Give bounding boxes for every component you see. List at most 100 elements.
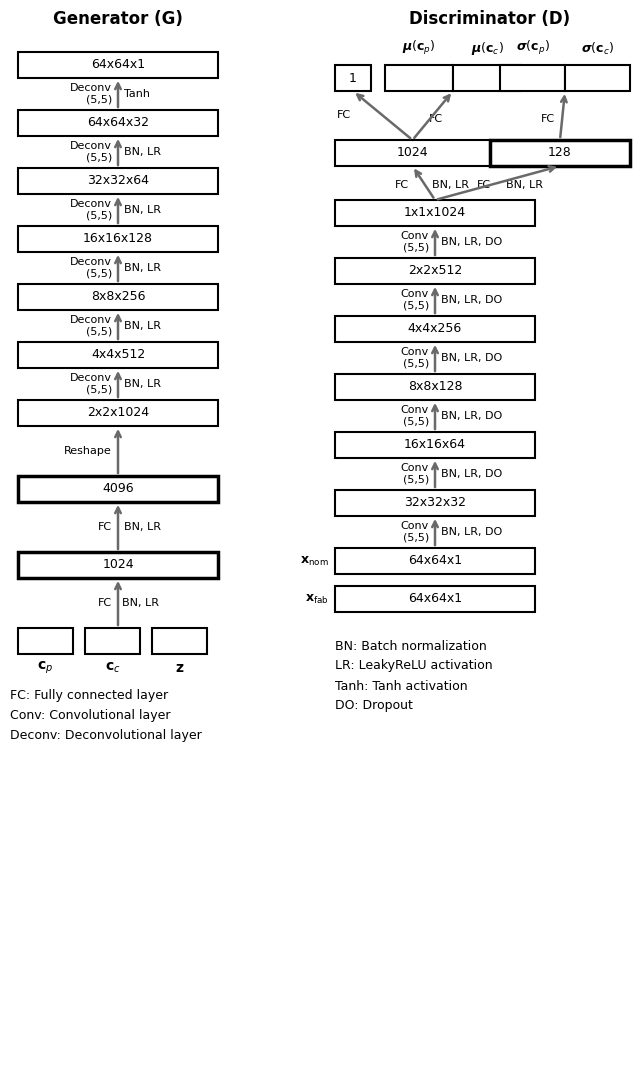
Text: FC: FC [541, 114, 555, 125]
Text: FC: FC [337, 111, 351, 120]
Text: Reshape: Reshape [64, 446, 112, 456]
Bar [18, 226, 218, 252]
Text: 1x1x1024: 1x1x1024 [404, 207, 466, 220]
Text: FC: FC [98, 522, 112, 532]
Text: BN, LR, DO: BN, LR, DO [441, 353, 502, 364]
Bar [152, 628, 207, 655]
Text: 64x64x1: 64x64x1 [408, 593, 462, 605]
Bar [18, 284, 218, 310]
Text: Deconv
(5,5): Deconv (5,5) [70, 373, 112, 394]
Text: 2x2x512: 2x2x512 [408, 264, 462, 277]
Bar [18, 110, 218, 136]
Text: 8x8x128: 8x8x128 [408, 381, 462, 393]
Text: Conv
(5,5): Conv (5,5) [401, 405, 429, 426]
Text: 4x4x512: 4x4x512 [91, 349, 145, 361]
Bar [85, 628, 140, 655]
Bar [18, 342, 218, 368]
Text: BN, LR: BN, LR [122, 598, 159, 608]
Text: 4096: 4096 [102, 483, 134, 496]
Bar [335, 258, 535, 284]
Text: $\boldsymbol{\sigma}(\mathbf{c}_p)$: $\boldsymbol{\sigma}(\mathbf{c}_p)$ [516, 39, 549, 56]
Text: $\mathbf{z}$: $\mathbf{z}$ [175, 661, 184, 675]
Text: FC: FC [429, 114, 443, 125]
Text: Deconv
(5,5): Deconv (5,5) [70, 316, 112, 337]
Text: 8x8x256: 8x8x256 [91, 291, 145, 304]
Text: 1: 1 [349, 71, 357, 84]
Text: BN, LR: BN, LR [124, 321, 161, 332]
Text: Conv
(5,5): Conv (5,5) [401, 521, 429, 543]
Text: 64x64x1: 64x64x1 [408, 554, 462, 567]
Bar [565, 65, 630, 91]
Text: 16x16x64: 16x16x64 [404, 438, 466, 452]
Bar [335, 490, 535, 516]
Text: FC: FC [98, 598, 112, 608]
Bar [18, 400, 218, 426]
Text: Tanh: Tanh [124, 88, 150, 99]
Bar [18, 552, 218, 578]
Text: BN, LR, DO: BN, LR, DO [441, 295, 502, 305]
Text: $\mathbf{c}_p$: $\mathbf{c}_p$ [38, 660, 54, 676]
Text: 4x4x256: 4x4x256 [408, 323, 462, 336]
Text: BN, LR: BN, LR [124, 379, 161, 389]
Text: BN, LR: BN, LR [124, 522, 161, 532]
Text: BN, LR: BN, LR [506, 180, 543, 190]
Bar [500, 65, 565, 91]
Text: Conv
(5,5): Conv (5,5) [401, 464, 429, 485]
Text: Deconv
(5,5): Deconv (5,5) [70, 199, 112, 221]
Text: Conv
(5,5): Conv (5,5) [401, 348, 429, 369]
Text: Generator (G): Generator (G) [53, 10, 183, 28]
Text: BN, LR, DO: BN, LR, DO [441, 411, 502, 421]
Bar [335, 374, 535, 400]
Text: BN, LR, DO: BN, LR, DO [441, 527, 502, 537]
Text: Conv
(5,5): Conv (5,5) [401, 231, 429, 253]
Text: FC: FC [476, 180, 491, 190]
Text: $\mathbf{x}_\mathrm{fab}$: $\mathbf{x}_\mathrm{fab}$ [305, 593, 329, 605]
Text: BN, LR: BN, LR [432, 180, 468, 190]
Text: Conv
(5,5): Conv (5,5) [401, 289, 429, 311]
Bar [335, 140, 490, 166]
Bar [335, 200, 535, 226]
Text: 1024: 1024 [102, 559, 134, 571]
Bar [18, 168, 218, 194]
Text: Deconv: Deconvolutional layer: Deconv: Deconvolutional layer [10, 729, 202, 743]
Bar [335, 432, 535, 458]
Bar [18, 52, 218, 78]
Text: FC: Fully connected layer: FC: Fully connected layer [10, 690, 168, 702]
Text: 1024: 1024 [397, 146, 428, 160]
Text: LR: LeakyReLU activation: LR: LeakyReLU activation [335, 660, 493, 673]
Bar [335, 548, 535, 574]
Text: BN, LR: BN, LR [124, 263, 161, 273]
Text: Tanh: Tanh activation: Tanh: Tanh activation [335, 679, 468, 693]
Text: 32x32x64: 32x32x64 [87, 175, 149, 188]
Bar [490, 140, 630, 166]
Text: $\boldsymbol{\mu}(\mathbf{c}_c)$: $\boldsymbol{\mu}(\mathbf{c}_c)$ [470, 41, 504, 56]
Text: Deconv
(5,5): Deconv (5,5) [70, 83, 112, 104]
Text: BN: Batch normalization: BN: Batch normalization [335, 640, 487, 652]
Text: 16x16x128: 16x16x128 [83, 232, 153, 245]
Text: Deconv
(5,5): Deconv (5,5) [70, 141, 112, 163]
Bar [385, 65, 453, 91]
Bar [335, 65, 371, 91]
Text: 2x2x1024: 2x2x1024 [87, 406, 149, 420]
Text: BN, LR: BN, LR [124, 147, 161, 157]
Text: $\mathbf{x}_\mathrm{nom}$: $\mathbf{x}_\mathrm{nom}$ [300, 554, 329, 567]
Text: 64x64x32: 64x64x32 [87, 116, 149, 129]
Text: $\boldsymbol{\sigma}(\mathbf{c}_c)$: $\boldsymbol{\sigma}(\mathbf{c}_c)$ [581, 41, 614, 56]
Bar [18, 628, 73, 655]
Bar [453, 65, 521, 91]
Text: BN, LR, DO: BN, LR, DO [441, 469, 502, 479]
Bar [335, 586, 535, 612]
Text: 64x64x1: 64x64x1 [91, 59, 145, 71]
Text: Deconv
(5,5): Deconv (5,5) [70, 257, 112, 279]
Text: Conv: Convolutional layer: Conv: Convolutional layer [10, 710, 170, 723]
Text: $\boldsymbol{\mu}(\mathbf{c}_p)$: $\boldsymbol{\mu}(\mathbf{c}_p)$ [402, 39, 436, 56]
Text: BN, LR, DO: BN, LR, DO [441, 237, 502, 247]
Text: BN, LR: BN, LR [124, 205, 161, 215]
Bar [335, 316, 535, 342]
Text: Discriminator (D): Discriminator (D) [410, 10, 571, 28]
Text: $\mathbf{c}_c$: $\mathbf{c}_c$ [105, 661, 120, 675]
Text: 32x32x32: 32x32x32 [404, 497, 466, 510]
Text: FC: FC [395, 180, 409, 190]
Bar [18, 477, 218, 502]
Text: 128: 128 [548, 146, 572, 160]
